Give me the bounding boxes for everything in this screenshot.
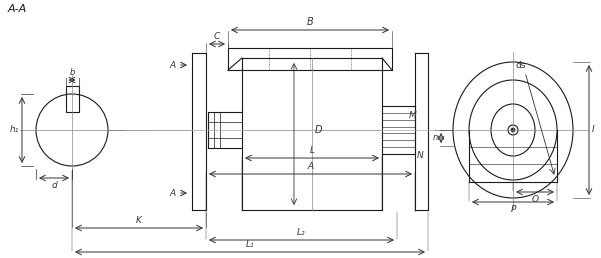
Text: b: b — [69, 68, 75, 77]
Text: h₁: h₁ — [10, 125, 19, 134]
Text: L₂: L₂ — [297, 228, 306, 237]
Text: K: K — [136, 216, 142, 225]
Text: ds: ds — [515, 61, 525, 70]
Text: A: A — [170, 189, 176, 198]
Bar — [66, 86, 79, 112]
Text: N: N — [417, 150, 424, 159]
Text: C: C — [214, 32, 220, 41]
Text: B: B — [307, 17, 313, 27]
Text: A-A: A-A — [8, 4, 27, 14]
Text: A: A — [170, 60, 176, 69]
Text: M: M — [409, 110, 416, 119]
Text: P: P — [510, 205, 516, 214]
Text: D: D — [315, 125, 323, 135]
Text: L₁: L₁ — [246, 240, 254, 249]
Text: n: n — [433, 133, 438, 142]
Text: A: A — [308, 162, 314, 171]
Text: I: I — [592, 125, 594, 134]
Text: L: L — [310, 146, 314, 155]
Circle shape — [511, 128, 515, 132]
Text: O: O — [531, 195, 538, 204]
Text: d: d — [51, 181, 57, 190]
